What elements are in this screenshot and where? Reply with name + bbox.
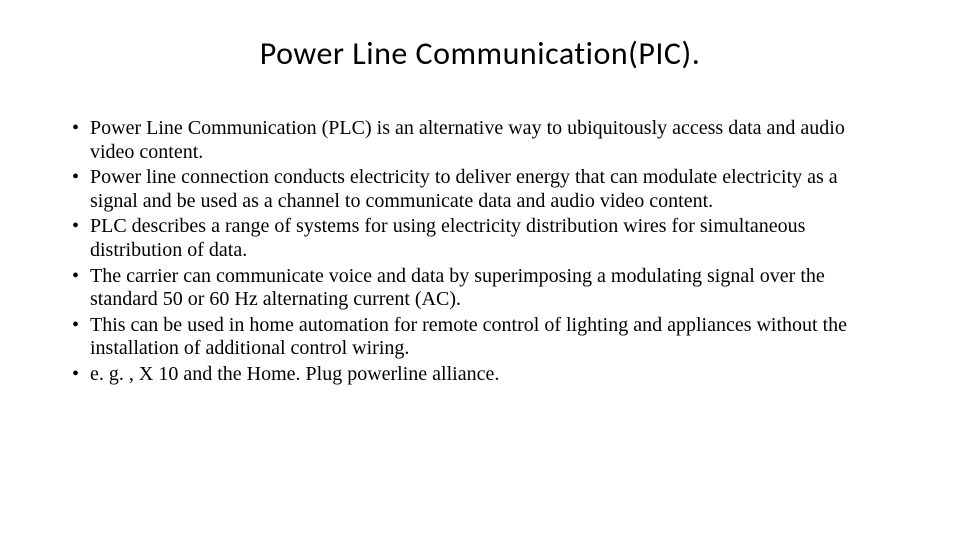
list-item: PLC describes a range of systems for usi… — [72, 215, 888, 262]
list-item: The carrier can communicate voice and da… — [72, 265, 888, 312]
slide-title: Power Line Communication(PIC). — [72, 34, 888, 73]
bullet-list: Power Line Communication (PLC) is an alt… — [72, 117, 888, 387]
list-item: Power line connection conducts electrici… — [72, 166, 888, 213]
list-item: This can be used in home automation for … — [72, 314, 888, 361]
list-item: Power Line Communication (PLC) is an alt… — [72, 117, 888, 164]
slide: Power Line Communication(PIC). Power Lin… — [0, 0, 960, 540]
list-item: e. g. , X 10 and the Home. Plug powerlin… — [72, 363, 888, 387]
